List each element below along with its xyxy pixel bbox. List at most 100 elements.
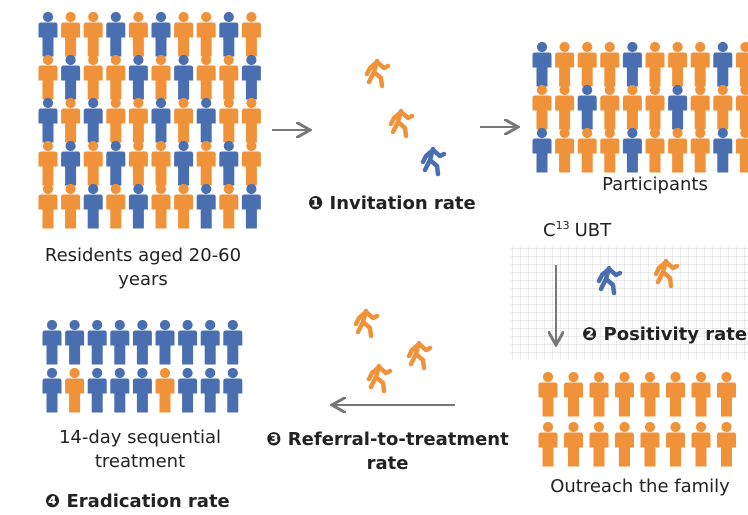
person-icon — [735, 41, 748, 87]
person-icon — [128, 54, 148, 100]
person-icon — [577, 127, 597, 173]
person-icon — [691, 421, 711, 467]
person-icon — [640, 421, 660, 467]
person-icon — [132, 367, 152, 413]
person-icon — [83, 183, 103, 229]
person-icon — [600, 41, 620, 87]
person-icon — [196, 97, 216, 143]
person-icon — [223, 367, 243, 413]
residents-label: Residents aged 20-60 years — [44, 245, 242, 290]
walker-icon — [369, 355, 390, 391]
person-icon — [666, 371, 685, 417]
person-icon — [691, 371, 711, 417]
person-icon — [42, 319, 62, 365]
person-icon — [61, 97, 81, 143]
person-icon — [155, 319, 175, 365]
walker-icon — [367, 50, 388, 86]
person-icon — [532, 127, 552, 173]
person-icon — [151, 140, 171, 186]
person-icon — [717, 371, 736, 417]
person-icon — [564, 371, 583, 417]
person-icon — [577, 41, 597, 87]
person-icon — [668, 127, 688, 173]
person-icon — [128, 140, 148, 186]
person-icon — [690, 127, 710, 173]
person-icon — [713, 84, 733, 130]
person-icon — [65, 319, 85, 365]
person-icon — [128, 183, 148, 229]
person-icon — [61, 140, 81, 186]
person-icon — [615, 421, 634, 467]
person-icon — [219, 140, 239, 186]
person-icon — [42, 367, 62, 413]
person-icon — [555, 127, 575, 173]
walker-icon — [423, 138, 444, 174]
person-icon — [106, 97, 126, 143]
person-icon — [83, 97, 103, 143]
person-icon — [219, 11, 239, 57]
person-icon — [600, 127, 620, 173]
person-icon — [83, 11, 103, 57]
person-icon — [735, 84, 748, 130]
person-icon — [577, 84, 597, 130]
person-icon — [151, 54, 171, 100]
person-icon — [223, 319, 243, 365]
person-icon — [532, 41, 552, 87]
person-icon — [106, 140, 126, 186]
person-icon — [132, 319, 152, 365]
person-icon — [196, 183, 216, 229]
person-icon — [219, 97, 239, 143]
person-icon — [645, 84, 665, 130]
test-rest: UBT — [574, 220, 612, 241]
person-icon — [174, 140, 194, 186]
step-label: ❷ Positivity rate — [582, 324, 748, 345]
person-icon — [241, 54, 261, 100]
person-icon — [61, 54, 81, 100]
person-icon — [538, 371, 558, 417]
person-icon — [83, 140, 103, 186]
person-icon — [61, 183, 81, 229]
person-icon — [668, 84, 688, 130]
person-icon — [735, 127, 748, 173]
person-icon — [106, 11, 126, 57]
step-label: ❹ Eradication rate — [45, 491, 230, 512]
icons — [38, 11, 748, 467]
person-icon — [713, 41, 733, 87]
person-icon — [589, 421, 609, 467]
walker-icon — [356, 300, 377, 336]
person-icon — [241, 183, 261, 229]
person-icon — [151, 11, 171, 57]
person-icon — [538, 421, 558, 467]
person-icon — [666, 421, 685, 467]
person-icon — [155, 367, 175, 413]
participants-label: Participants — [602, 174, 708, 195]
person-icon — [196, 140, 216, 186]
person-icon — [151, 183, 171, 229]
person-icon — [717, 421, 736, 467]
person-icon — [87, 367, 107, 413]
person-icon — [174, 97, 194, 143]
person-icon — [200, 319, 220, 365]
person-icon — [713, 127, 733, 173]
test-base: C — [543, 220, 556, 241]
person-icon — [241, 140, 261, 186]
person-icon — [615, 371, 634, 417]
step-label: ❶ Invitation rate — [308, 193, 476, 214]
person-icon — [555, 41, 575, 87]
person-icon — [38, 97, 58, 143]
person-icon — [106, 183, 126, 229]
person-icon — [178, 367, 198, 413]
person-icon — [219, 183, 239, 229]
person-icon — [622, 127, 642, 173]
person-icon — [106, 54, 126, 100]
person-icon — [690, 84, 710, 130]
person-icon — [110, 319, 130, 365]
person-icon — [65, 367, 85, 413]
person-icon — [38, 11, 58, 57]
test-sup: 13 — [555, 219, 570, 232]
person-icon — [174, 183, 194, 229]
person-icon — [38, 183, 58, 229]
person-icon — [622, 84, 642, 130]
